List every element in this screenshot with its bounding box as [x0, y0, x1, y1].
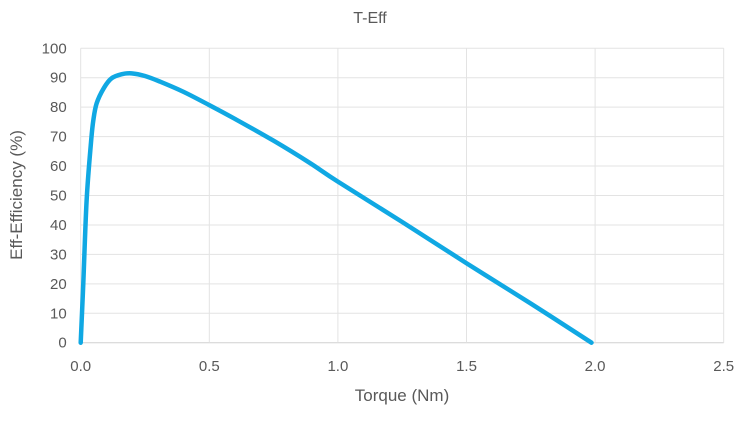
y-tick-label: 60 [50, 158, 67, 175]
y-tick-label: 0 [58, 335, 66, 352]
y-tick-label: 100 [42, 40, 67, 57]
x-tick-label: 1.0 [327, 358, 348, 375]
x-tick-label: 2.5 [713, 358, 734, 375]
y-axis-title: Eff-Efficiency (%) [7, 130, 26, 260]
x-tick-label: 2.0 [585, 358, 606, 375]
y-tick-label: 50 [50, 188, 67, 205]
gridlines [81, 48, 724, 342]
x-tick-label: 1.5 [456, 358, 477, 375]
x-tick-label: 0.0 [70, 358, 91, 375]
series-layer [81, 73, 592, 343]
chart-title: T-Eff [353, 10, 387, 27]
y-tick-label: 20 [50, 276, 67, 293]
y-tick-label: 40 [50, 217, 67, 234]
y-tick-label: 30 [50, 246, 67, 263]
x-tick-label: 0.5 [199, 358, 220, 375]
y-tick-label: 10 [50, 305, 67, 322]
y-tick-label: 80 [50, 99, 67, 116]
y-tick-label: 90 [50, 70, 67, 87]
series-line-0 [81, 73, 592, 342]
x-axis-title: Torque (Nm) [355, 386, 449, 405]
y-tick-labels: 0 10 20 30 40 50 60 70 80 90 100 [42, 40, 67, 351]
y-tick-label: 70 [50, 129, 67, 146]
x-tick-labels: 0.0 0.5 1.0 1.5 2.0 2.5 [70, 358, 734, 375]
